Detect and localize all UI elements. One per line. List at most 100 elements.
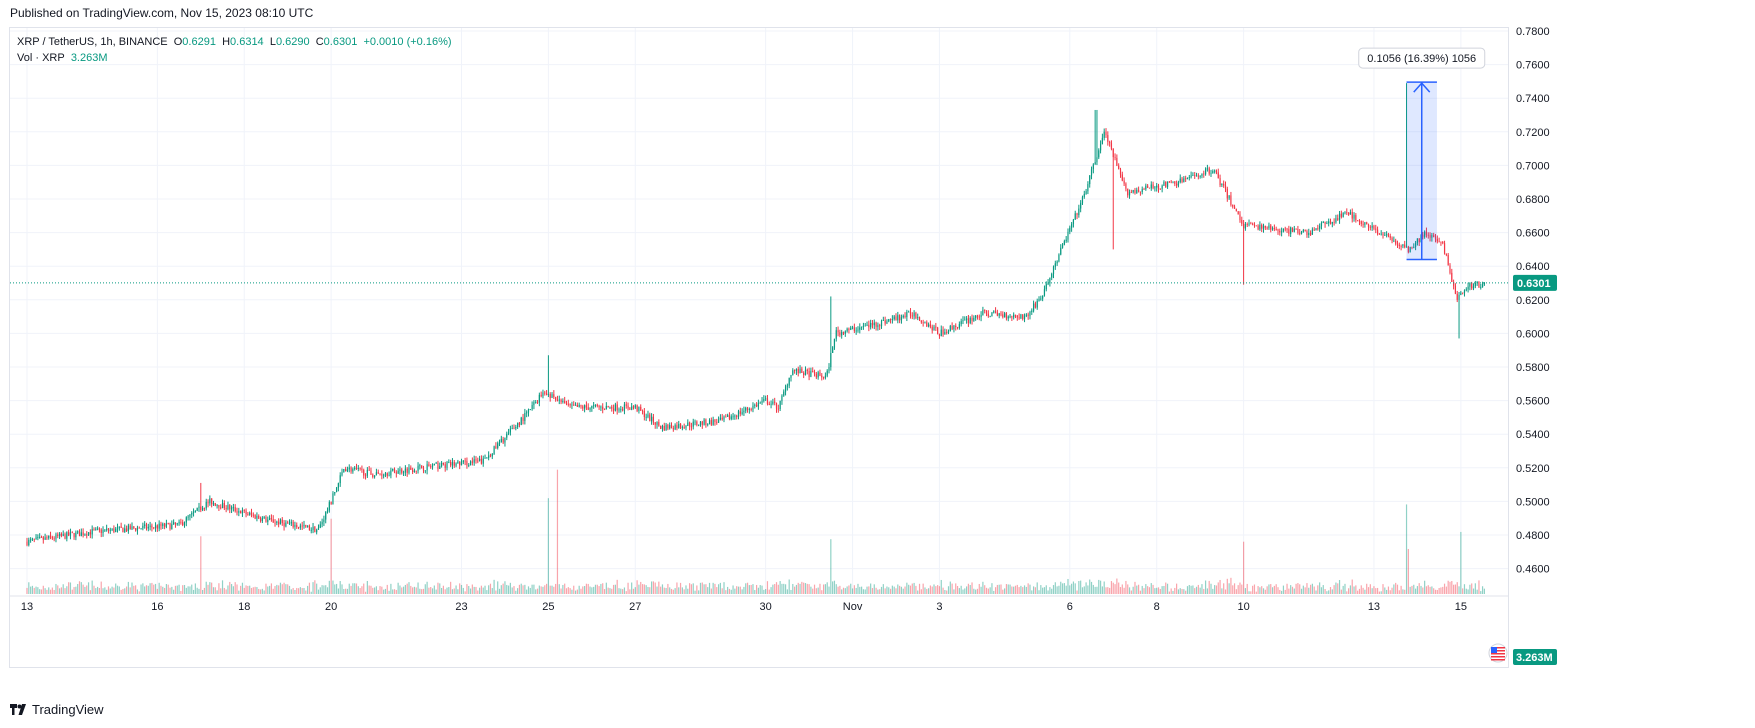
candle-body (870, 322, 872, 328)
volume-bar (66, 586, 68, 594)
candle-body (569, 404, 571, 406)
volume-bar (444, 589, 446, 594)
candle-body (783, 391, 785, 396)
candle-body (1203, 173, 1205, 175)
candle-body (676, 425, 678, 429)
volume-bar (632, 588, 635, 594)
volume-bar (900, 586, 903, 594)
candle-body (1038, 299, 1040, 301)
candle-body (1190, 175, 1192, 178)
candle-body (808, 370, 810, 377)
volume-bar (1128, 587, 1131, 594)
volume-bar (53, 589, 55, 594)
candle-body (363, 469, 365, 476)
candle-body (1000, 313, 1002, 315)
volume-bar (459, 583, 461, 594)
candle-body (564, 401, 566, 404)
candle-body (1357, 220, 1359, 222)
candle-body (1279, 230, 1281, 233)
volume-bar (1386, 589, 1388, 594)
candle-body (889, 318, 892, 320)
candle-body (377, 472, 379, 474)
volume-bar (810, 586, 812, 594)
volume-bar (433, 585, 435, 594)
volume-bar (343, 588, 345, 594)
candle-body (1451, 272, 1453, 282)
candle-body (911, 315, 913, 317)
candle-body (278, 521, 280, 525)
volume-bar (842, 587, 845, 594)
volume-bar (712, 582, 714, 594)
candle-body (1338, 213, 1341, 220)
volume-bar (794, 586, 796, 594)
candle-body (31, 538, 34, 540)
volume-bar (1132, 586, 1134, 594)
candle-body (272, 519, 274, 523)
volume-bar (1157, 587, 1160, 594)
candle-body (906, 311, 908, 318)
volume-bar (1061, 583, 1064, 594)
volume-bar (312, 582, 314, 594)
volume-bar (1351, 579, 1353, 594)
candle-body (1036, 300, 1038, 308)
volume-bar (1290, 585, 1292, 594)
candle-body (1429, 234, 1431, 238)
volume-bar (1333, 585, 1335, 594)
volume-bar (560, 588, 562, 594)
candle-body (1045, 284, 1047, 290)
chart-pane[interactable] (9, 27, 1509, 668)
volume-bar (278, 585, 280, 594)
volume-bar (346, 588, 349, 594)
candle-body (1422, 234, 1424, 237)
candle-body (1099, 143, 1102, 151)
candle-body (383, 475, 385, 477)
candle-body (1449, 265, 1451, 273)
symbol-title[interactable]: XRP / TetherUS, 1h, BINANCE (17, 36, 168, 48)
volume-bar (757, 587, 760, 594)
candle-body (687, 422, 689, 426)
volume-bar (460, 584, 463, 594)
candle-body (607, 406, 609, 408)
volume-label[interactable]: Vol · XRP (17, 52, 65, 64)
candle-body (812, 371, 814, 373)
candle-body (739, 411, 741, 414)
volume-bar (1277, 587, 1279, 594)
volume-bar (1357, 590, 1359, 594)
volume-bar (897, 584, 899, 594)
volume-bar (663, 587, 665, 594)
candle-body (464, 460, 466, 462)
candle-body (1460, 292, 1462, 296)
volume-bar (468, 586, 470, 594)
volume-bar (1103, 581, 1105, 594)
volume-bar (902, 588, 904, 594)
candle-body (198, 506, 200, 508)
volume-bar (1233, 583, 1236, 594)
candle-body (375, 472, 378, 476)
candle-body (450, 461, 452, 466)
volume-bar (1331, 589, 1333, 594)
volume-bar (127, 581, 129, 594)
candle-body (585, 405, 588, 408)
volume-bar (448, 587, 450, 594)
candle-body (223, 502, 225, 509)
volume-bar (915, 585, 917, 594)
volume-bar (268, 585, 271, 594)
candle-body (562, 401, 564, 403)
candle-body (518, 422, 521, 425)
volume-bar (650, 581, 653, 594)
candle-body (258, 516, 260, 519)
volume-bar (1159, 588, 1161, 594)
candle-body (1241, 220, 1243, 224)
price-tick-label: 0.5200 (1516, 463, 1550, 475)
volume-bar (1137, 584, 1140, 594)
volume-bar (165, 584, 168, 594)
candle-body (1346, 212, 1348, 214)
volume-bar (1099, 580, 1102, 594)
candle-body (316, 529, 318, 533)
us-flag-icon[interactable] (1488, 643, 1508, 663)
tradingview-logo[interactable]: TradingView (10, 702, 104, 717)
candle-body (732, 416, 734, 418)
volume-bar (421, 589, 423, 594)
volume-bar (985, 587, 988, 594)
